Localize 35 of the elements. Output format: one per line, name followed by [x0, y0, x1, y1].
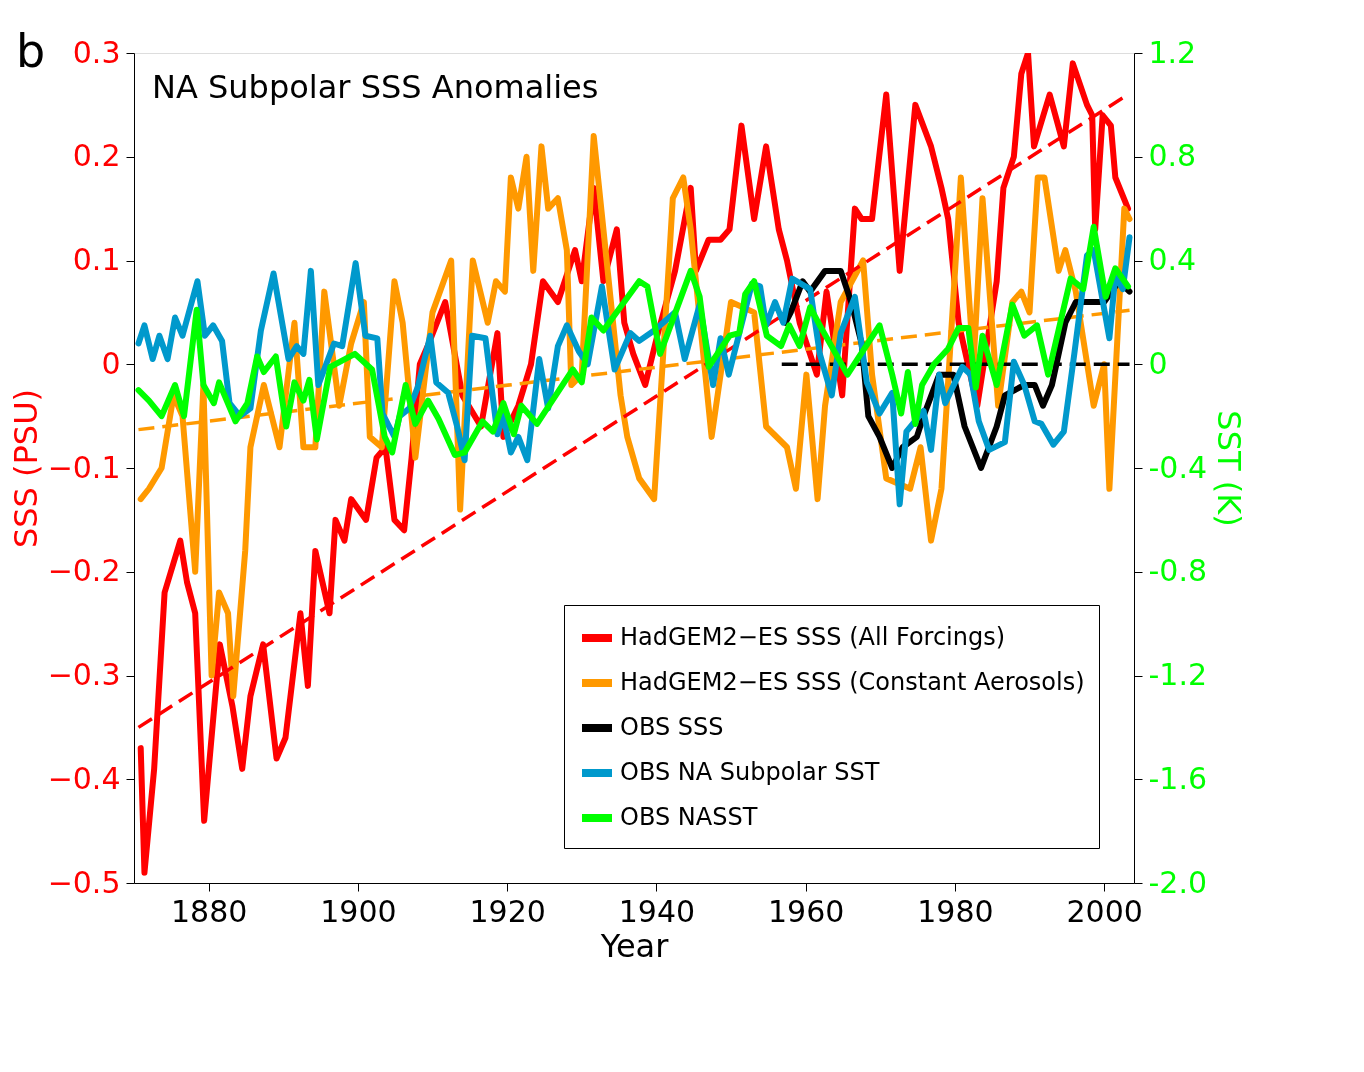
text: b [16, 24, 46, 78]
y2-tick-label: -1.2 [1148, 657, 1208, 692]
y2-tick-label: -1.6 [1148, 760, 1208, 796]
y2-tick-label: -0.4 [1148, 449, 1208, 485]
x-tick-label: 1940 [618, 893, 696, 929]
x-tick-label: 1920 [469, 893, 546, 929]
legend-label: OBS NA Subpolar SST [620, 758, 880, 786]
y-tick-label: −0.3 [47, 657, 121, 692]
y2-tick-label: 1.2 [1148, 34, 1197, 70]
y-tick-label: 0 [101, 345, 121, 381]
legend-label: HadGEM2−ES SSS (Constant Aerosols) [620, 668, 1085, 696]
x-tick-label: 1960 [767, 893, 845, 929]
y2-tick-label: 0 [1148, 345, 1168, 381]
y-axis-title: SSS (PSU) [6, 388, 45, 549]
x-axis-title: Year [599, 926, 670, 965]
y-tick-label: −0.5 [47, 864, 121, 900]
text: NA Subpolar SSS Anomalies [152, 68, 599, 106]
y2-axis-title: SST (K) [1210, 410, 1249, 527]
x-tick-label: 1980 [917, 893, 994, 929]
y2-tick-label: -0.8 [1148, 553, 1208, 589]
x-tick-label: 1880 [170, 893, 248, 929]
y-tick-label: −0.1 [47, 449, 121, 485]
y-tick-label: −0.2 [47, 553, 121, 589]
y-tick-label: 0.2 [72, 138, 121, 174]
y2-tick-label: 0.8 [1148, 138, 1197, 174]
x-tick-label: 2000 [1066, 893, 1143, 929]
y-tick-label: −0.4 [47, 760, 121, 796]
legend-label: OBS NASST [620, 803, 758, 831]
x-tick-label: 1900 [320, 893, 397, 929]
legend-label: OBS SSS [620, 713, 724, 741]
y2-tick-label: -2.0 [1148, 864, 1208, 900]
y-tick-label: 0.3 [72, 34, 121, 70]
y-tick-label: 0.1 [72, 242, 121, 277]
y2-tick-label: 0.4 [1148, 242, 1197, 277]
legend-label: HadGEM2−ES SSS (All Forcings) [620, 623, 1006, 651]
